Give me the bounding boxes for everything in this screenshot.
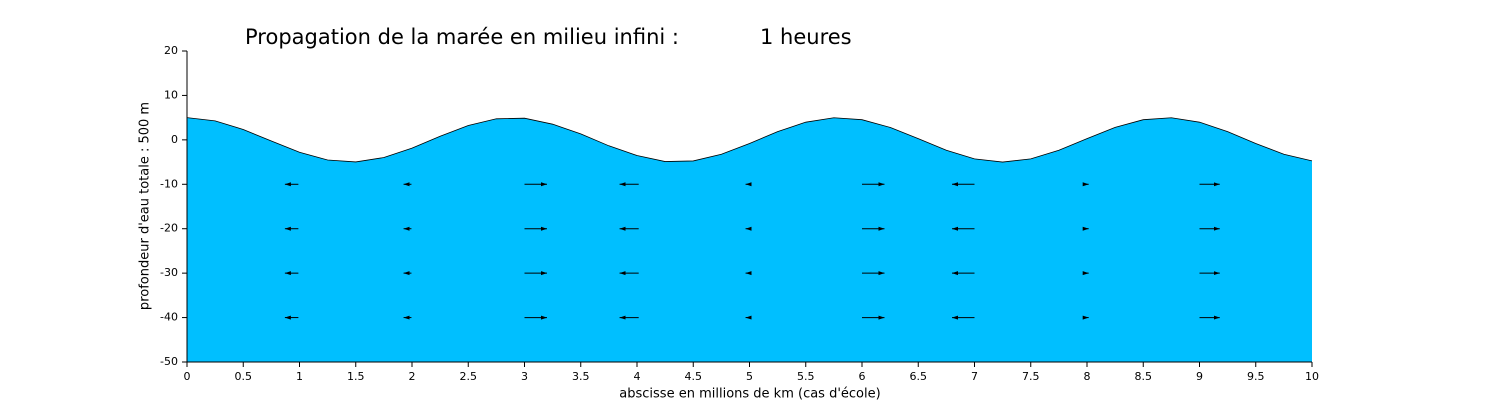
x-tick-label: 5 — [746, 370, 753, 383]
x-tick-label: 3 — [521, 370, 528, 383]
x-tick-label: 0 — [184, 370, 191, 383]
surface-line — [186, 117, 1313, 163]
x-tick-label: 5.5 — [797, 370, 815, 383]
x-axis-label: abscisse en millions de km (cas d'école) — [619, 387, 880, 402]
y-tick-label: -10 — [160, 177, 178, 190]
water-area — [187, 117, 1312, 363]
x-tick-label: 8 — [1084, 370, 1091, 383]
time-label: 1 heures — [760, 25, 852, 49]
y-tick-label: -20 — [160, 222, 178, 235]
x-tick-label: 3.5 — [572, 370, 590, 383]
x-tick-label: 0.5 — [235, 370, 253, 383]
y-tick-label: 0 — [171, 133, 178, 146]
y-tick-label: 20 — [164, 44, 178, 57]
y-axis-label: profondeur d'eau totale : 500 m — [138, 102, 153, 310]
x-tick-label: 9.5 — [1247, 370, 1265, 383]
x-tick-label: 1 — [296, 370, 303, 383]
x-tick-label: 6 — [859, 370, 866, 383]
x-tick-label: 10 — [1305, 370, 1319, 383]
y-tick-label: 10 — [164, 88, 178, 101]
x-tick-label: 1.5 — [347, 370, 365, 383]
chart-title: Propagation de la marée en milieu infini… — [245, 25, 679, 49]
x-tick-label: 9 — [1196, 370, 1203, 383]
x-tick-label: 8.5 — [1135, 370, 1153, 383]
x-tick-label: 7 — [971, 370, 978, 383]
x-tick-label: 6.5 — [910, 370, 928, 383]
x-tick-label: 7.5 — [1022, 370, 1040, 383]
x-tick-label: 4 — [634, 370, 641, 383]
x-tick-label: 2.5 — [460, 370, 478, 383]
y-tick-label: -50 — [160, 355, 178, 368]
x-tick-label: 2 — [409, 370, 416, 383]
x-tick-label: 4.5 — [685, 370, 703, 383]
y-tick-label: -30 — [160, 266, 178, 279]
y-tick-label: -40 — [160, 311, 178, 324]
